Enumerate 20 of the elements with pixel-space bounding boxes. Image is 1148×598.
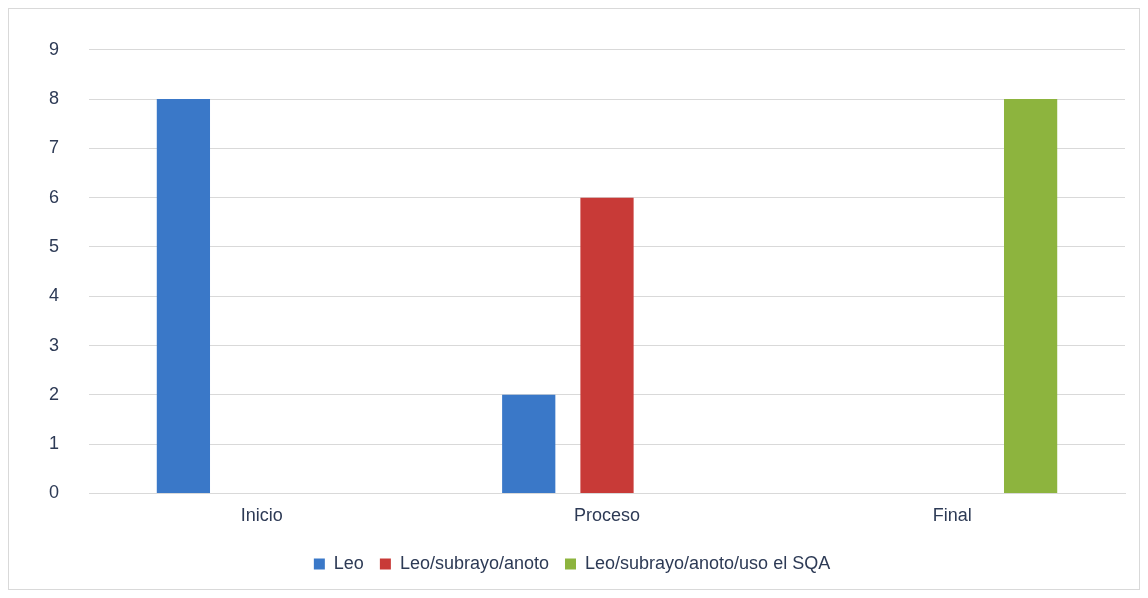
legend-label: Leo/subrayo/anoto/uso el SQA bbox=[584, 552, 831, 573]
y-tick-label: 1 bbox=[49, 433, 60, 454]
legend-label: Leo/subrayo/anoto bbox=[399, 552, 549, 573]
y-tick-label: 4 bbox=[49, 285, 60, 306]
bar bbox=[580, 197, 634, 493]
y-tick-label: 9 bbox=[49, 38, 60, 59]
y-tick-label: 3 bbox=[49, 334, 60, 355]
y-tick-label: 7 bbox=[49, 137, 60, 158]
bar bbox=[156, 99, 211, 493]
y-tick-label: 8 bbox=[49, 88, 60, 109]
x-tick-label: Inicio bbox=[240, 505, 283, 526]
x-tick-label: Proceso bbox=[573, 505, 641, 526]
y-tick-label: 2 bbox=[49, 383, 60, 404]
y-tick-label: 6 bbox=[49, 186, 60, 207]
x-tick-label: Final bbox=[932, 505, 972, 526]
y-tick-label: 5 bbox=[49, 235, 60, 256]
bar bbox=[502, 394, 556, 493]
legend-label: Leo bbox=[333, 552, 364, 573]
bar bbox=[1004, 99, 1058, 493]
y-tick-label: 0 bbox=[49, 482, 60, 503]
